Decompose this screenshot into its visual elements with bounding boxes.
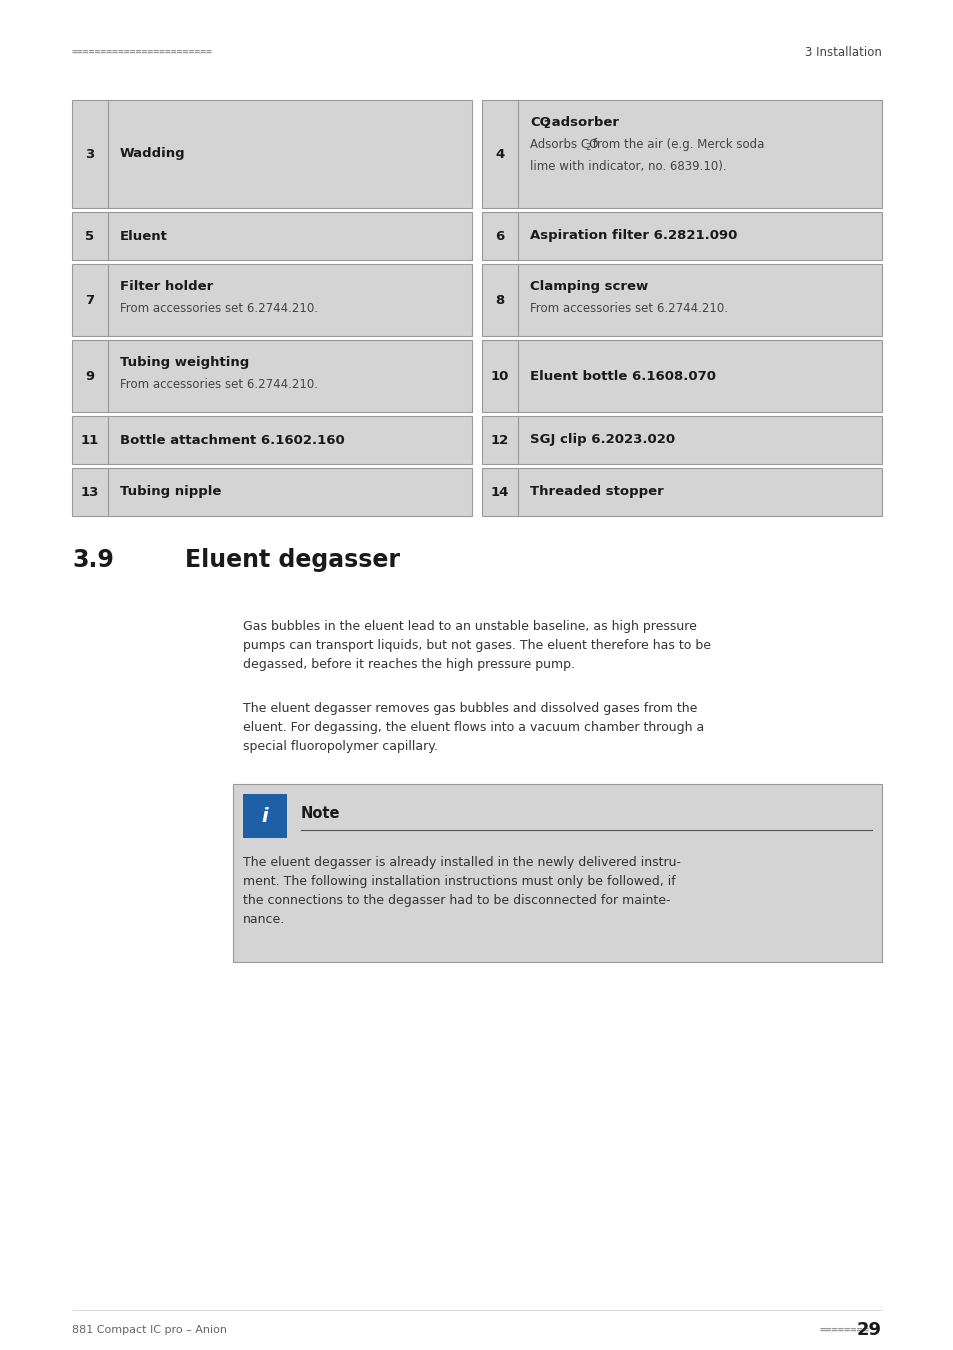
Bar [71,468,472,516]
Text: 3 Installation: 3 Installation [804,46,882,58]
Text: 3: 3 [85,147,94,161]
Text: CO: CO [530,116,550,130]
Text: Tubing weighting: Tubing weighting [120,356,249,369]
Text: 2: 2 [584,143,590,153]
Bar [481,212,882,261]
Bar [243,794,287,838]
Text: from the air (e.g. Merck soda: from the air (e.g. Merck soda [589,138,763,151]
Text: 29: 29 [856,1322,882,1339]
Text: Clamping screw: Clamping screw [530,279,648,293]
Text: The eluent degasser is already installed in the newly delivered instru-
ment. Th: The eluent degasser is already installed… [243,856,680,926]
Text: Adsorbs CO: Adsorbs CO [530,138,598,151]
Text: 11: 11 [81,433,99,447]
Text: 5: 5 [86,230,94,243]
Text: Eluent bottle 6.1608.070: Eluent bottle 6.1608.070 [530,370,716,382]
Text: Eluent: Eluent [120,230,168,243]
Text: 6: 6 [495,230,504,243]
Text: Tubing nipple: Tubing nipple [120,486,221,498]
Text: 10: 10 [490,370,509,382]
Bar [481,340,882,412]
Text: 3.9: 3.9 [71,548,113,572]
Text: 7: 7 [86,293,94,306]
Text: From accessories set 6.2744.210.: From accessories set 6.2744.210. [530,302,727,315]
Text: 13: 13 [81,486,99,498]
Text: From accessories set 6.2744.210.: From accessories set 6.2744.210. [120,378,317,392]
Text: 881 Compact IC pro – Anion: 881 Compact IC pro – Anion [71,1324,227,1335]
Text: ========================: ======================== [71,47,213,57]
Text: 8: 8 [495,293,504,306]
Text: Threaded stopper: Threaded stopper [530,486,663,498]
Text: ========: ======== [820,1324,869,1335]
Bar [233,784,882,963]
Text: adsorber: adsorber [547,116,618,130]
Text: lime with indicator, no. 6839.10).: lime with indicator, no. 6839.10). [530,161,726,173]
Text: 14: 14 [490,486,509,498]
Text: 9: 9 [86,370,94,382]
Bar [71,265,472,336]
Text: Aspiration filter 6.2821.090: Aspiration filter 6.2821.090 [530,230,737,243]
Bar [71,416,472,464]
Text: SGJ clip 6.2023.020: SGJ clip 6.2023.020 [530,433,675,447]
Text: Eluent degasser: Eluent degasser [185,548,399,572]
Text: From accessories set 6.2744.210.: From accessories set 6.2744.210. [120,302,317,315]
Bar [71,212,472,261]
Bar [481,100,882,208]
Text: 2: 2 [542,120,549,130]
Bar [71,100,472,208]
Text: The eluent degasser removes gas bubbles and dissolved gases from the
eluent. For: The eluent degasser removes gas bubbles … [243,702,703,753]
Text: Bottle attachment 6.1602.160: Bottle attachment 6.1602.160 [120,433,344,447]
Text: Gas bubbles in the eluent lead to an unstable baseline, as high pressure
pumps c: Gas bubbles in the eluent lead to an uns… [243,620,710,671]
Bar [481,265,882,336]
Text: Filter holder: Filter holder [120,279,213,293]
Bar [481,416,882,464]
Text: 4: 4 [495,147,504,161]
Text: Wadding: Wadding [120,147,186,161]
Text: i: i [261,806,268,825]
Bar [71,340,472,412]
Text: Note: Note [301,806,340,821]
Text: 12: 12 [491,433,509,447]
Bar [481,468,882,516]
